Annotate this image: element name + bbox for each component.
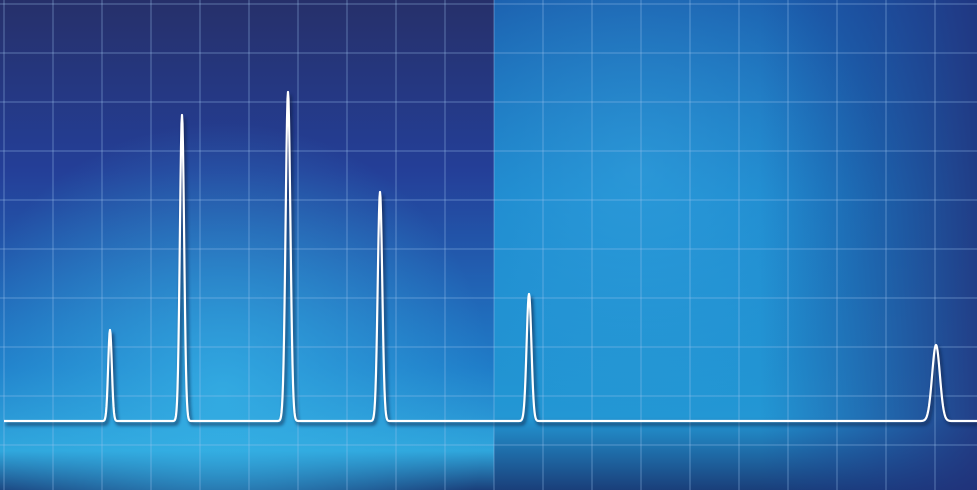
right-shade bbox=[494, 0, 977, 490]
trace bbox=[3, 90, 977, 423]
trace-shadow bbox=[6, 94, 977, 426]
left-glow bbox=[0, 0, 494, 490]
